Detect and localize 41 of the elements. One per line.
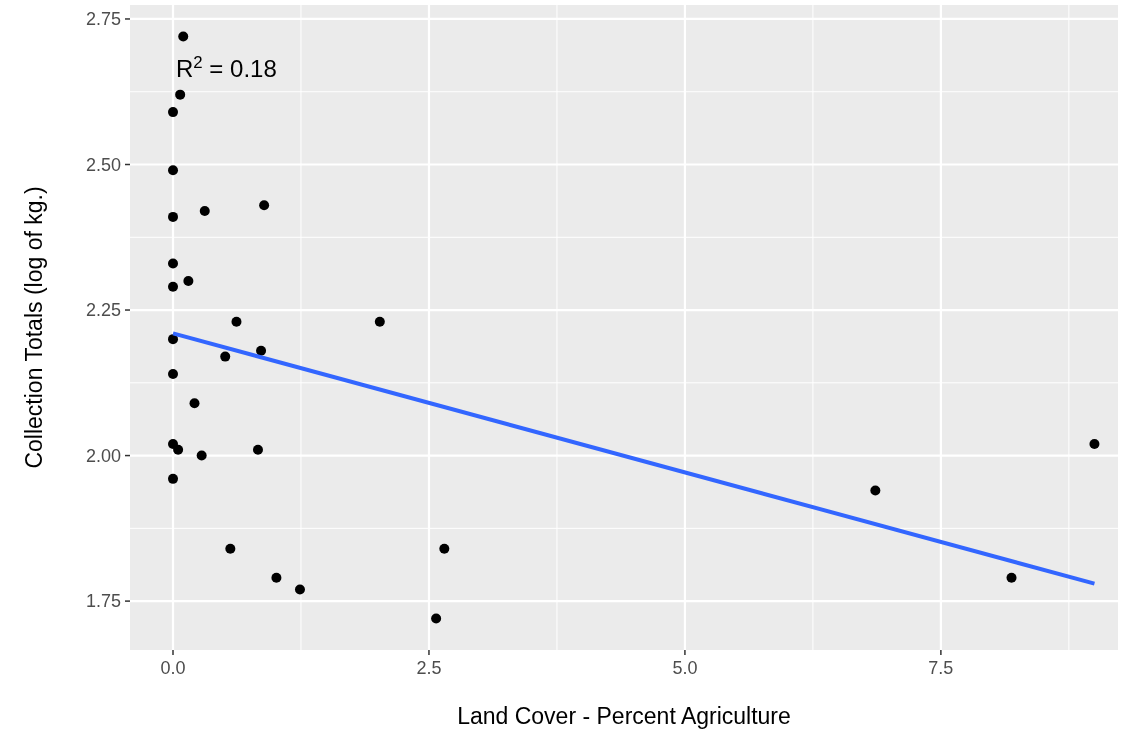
- x-tick-label: 7.5: [928, 658, 954, 678]
- point: [231, 316, 242, 327]
- point: [168, 281, 178, 292]
- x-tick-label: 2.5: [416, 658, 442, 678]
- point: [199, 206, 210, 217]
- point: [439, 543, 450, 554]
- y-tick-label: 2.00: [85, 445, 121, 466]
- point: [259, 200, 270, 211]
- point: [1006, 572, 1017, 583]
- point: [220, 351, 231, 362]
- point: [178, 31, 189, 42]
- point: [189, 398, 200, 409]
- point: [1089, 438, 1100, 449]
- x-tick-label: 5.0: [672, 658, 698, 678]
- point: [168, 334, 178, 345]
- y-tick-label: 2.25: [85, 300, 121, 321]
- point: [168, 258, 178, 269]
- point: [168, 369, 178, 380]
- point: [168, 165, 178, 176]
- x-axis-title: Land Cover - Percent Agriculture: [457, 703, 791, 729]
- point: [175, 89, 186, 100]
- point: [252, 444, 263, 455]
- point: [173, 444, 184, 455]
- point: [168, 211, 178, 222]
- x-tick-label: 0.0: [160, 658, 186, 678]
- y-axis-title: Collection Totals (log of kg.): [21, 186, 47, 469]
- y-tick-label: 2.75: [85, 9, 121, 30]
- point: [168, 473, 178, 484]
- point: [256, 345, 267, 356]
- point: [225, 543, 236, 554]
- point: [168, 107, 178, 118]
- point: [294, 584, 305, 595]
- point: [374, 316, 385, 327]
- y-tick-label: 2.50: [85, 154, 121, 175]
- y-tick-label: 1.75: [85, 591, 121, 612]
- annotation: R$^{2}$ = 0.18: [176, 52, 277, 82]
- point: [183, 275, 194, 286]
- point: [431, 613, 442, 624]
- point: [271, 572, 282, 583]
- point: [196, 450, 207, 461]
- point: [870, 485, 881, 496]
